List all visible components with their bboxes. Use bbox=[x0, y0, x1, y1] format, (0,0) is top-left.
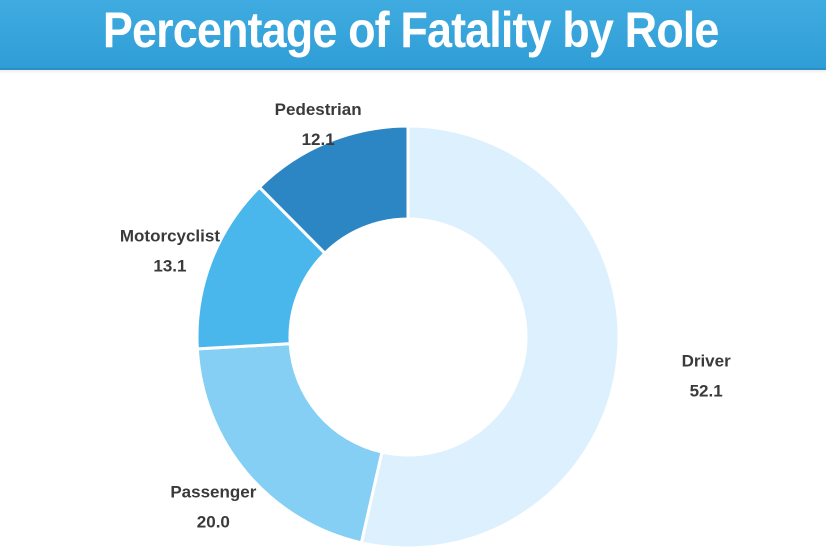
label-motorcyclist-value: 13.1 bbox=[153, 257, 186, 276]
slice-driver bbox=[359, 124, 621, 550]
slice-labels: Driver 52.1 Passenger 20.0 Motorcyclist 13.1 P… bbox=[120, 100, 731, 532]
label-motorcyclist-name: Motorcyclist bbox=[120, 227, 220, 246]
label-pedestrian-name: Pedestrian bbox=[275, 100, 362, 119]
title-bar bbox=[0, 0, 826, 70]
label-driver-value: 52.1 bbox=[690, 381, 723, 400]
label-driver-name: Driver bbox=[682, 351, 732, 370]
slice-passenger bbox=[195, 342, 384, 545]
slice-pedestrian bbox=[257, 124, 410, 256]
title-bar-shadow bbox=[0, 68, 826, 74]
chart-title: Percentage of Fatality by Role bbox=[102, 2, 720, 58]
donut-slices bbox=[195, 124, 621, 550]
label-pedestrian-value: 12.1 bbox=[302, 130, 335, 149]
label-passenger-value: 20.0 bbox=[197, 513, 230, 532]
label-passenger-name: Passenger bbox=[170, 483, 256, 502]
